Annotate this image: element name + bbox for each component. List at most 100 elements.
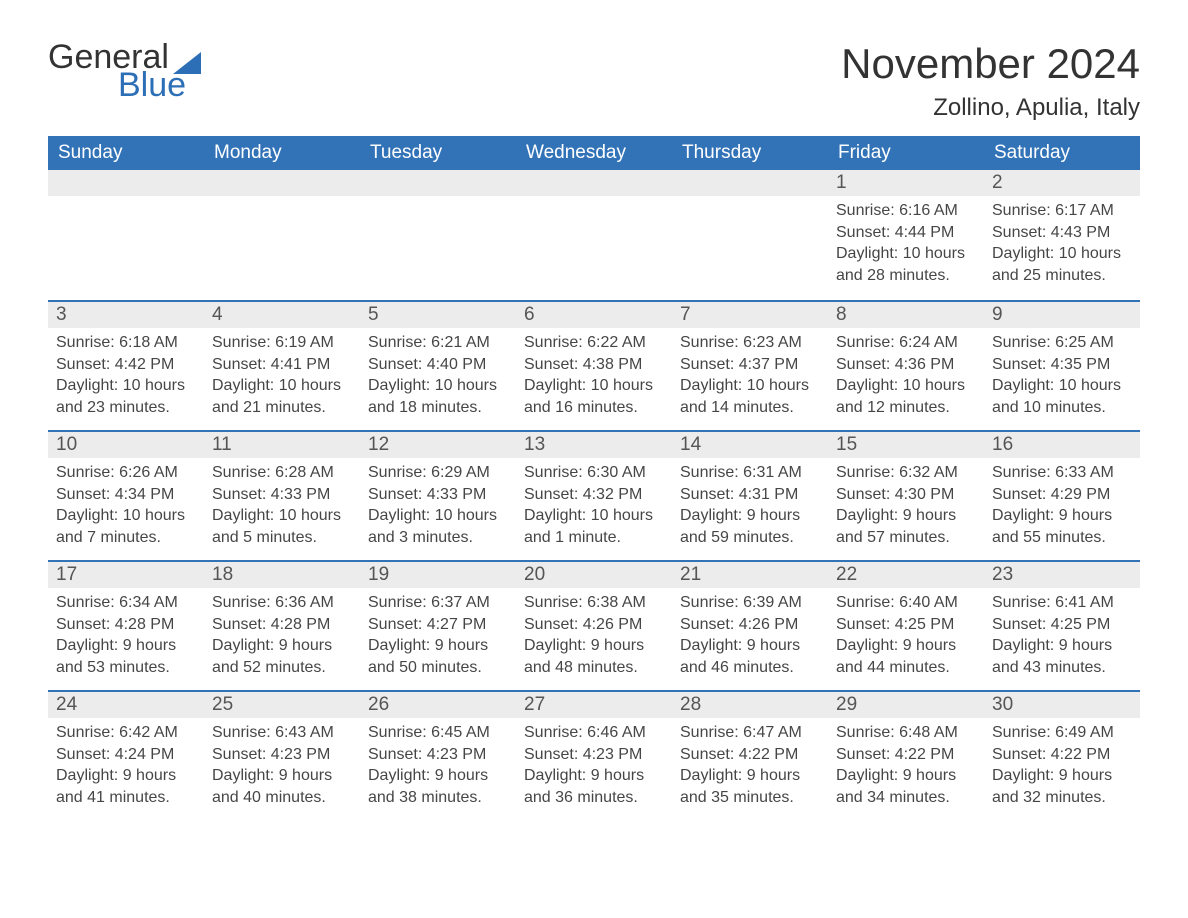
- day-daylight2: and 43 minutes.: [992, 657, 1132, 679]
- day-sunset: Sunset: 4:44 PM: [836, 222, 976, 244]
- day-sunrise: Sunrise: 6:25 AM: [992, 332, 1132, 354]
- day-sunset: Sunset: 4:38 PM: [524, 354, 664, 376]
- day-daylight2: and 28 minutes.: [836, 265, 976, 287]
- day-sunset: Sunset: 4:26 PM: [680, 614, 820, 636]
- day-sunrise: Sunrise: 6:31 AM: [680, 462, 820, 484]
- day-number: 29: [828, 692, 984, 718]
- day-sunset: Sunset: 4:42 PM: [56, 354, 196, 376]
- weekday-header-cell: Friday: [828, 136, 984, 170]
- day-details: Sunrise: 6:23 AMSunset: 4:37 PMDaylight:…: [680, 332, 820, 418]
- day-sunset: Sunset: 4:41 PM: [212, 354, 352, 376]
- week-row: 24Sunrise: 6:42 AMSunset: 4:24 PMDayligh…: [48, 690, 1140, 820]
- day-daylight1: Daylight: 9 hours: [56, 765, 196, 787]
- day-sunrise: Sunrise: 6:29 AM: [368, 462, 508, 484]
- day-daylight1: Daylight: 10 hours: [368, 375, 508, 397]
- week-row: 17Sunrise: 6:34 AMSunset: 4:28 PMDayligh…: [48, 560, 1140, 690]
- day-cell: 20Sunrise: 6:38 AMSunset: 4:26 PMDayligh…: [516, 562, 672, 690]
- day-cell: 15Sunrise: 6:32 AMSunset: 4:30 PMDayligh…: [828, 432, 984, 560]
- day-daylight2: and 59 minutes.: [680, 527, 820, 549]
- day-sunrise: Sunrise: 6:19 AM: [212, 332, 352, 354]
- day-number: 24: [48, 692, 204, 718]
- day-sunset: Sunset: 4:30 PM: [836, 484, 976, 506]
- weekday-header-cell: Tuesday: [360, 136, 516, 170]
- day-daylight2: and 25 minutes.: [992, 265, 1132, 287]
- day-cell: 16 Sunrise: 6:33 AMSunset: 4:29 PMDayligh…: [984, 432, 1140, 560]
- day-number: 7: [672, 302, 828, 328]
- day-number: 20: [516, 562, 672, 588]
- week-row: 1Sunrise: 6:16 AMSunset: 4:44 PMDaylight…: [48, 170, 1140, 300]
- day-daylight1: Daylight: 9 hours: [368, 765, 508, 787]
- day-daylight1: Daylight: 9 hours: [992, 505, 1132, 527]
- day-sunset: Sunset: 4:23 PM: [368, 744, 508, 766]
- day-daylight2: and 10 minutes.: [992, 397, 1132, 419]
- day-daylight1: Daylight: 9 hours: [680, 505, 820, 527]
- day-cell: [48, 170, 204, 300]
- day-daylight2: and 5 minutes.: [212, 527, 352, 549]
- day-daylight1: Daylight: 9 hours: [836, 765, 976, 787]
- day-number: 22: [828, 562, 984, 588]
- day-details: Sunrise: 6:17 AMSunset: 4:43 PMDaylight:…: [992, 200, 1132, 286]
- day-number: 4: [204, 302, 360, 328]
- day-cell: 5Sunrise: 6:21 AMSunset: 4:40 PMDaylight…: [360, 302, 516, 430]
- day-cell: 22 Sunrise: 6:40 AMSunset: 4:25 PMDayligh…: [828, 562, 984, 690]
- day-sunrise: Sunrise: 6:24 AM: [836, 332, 976, 354]
- day-sunset: Sunset: 4:33 PM: [368, 484, 508, 506]
- day-details: Sunrise: 6:33 AMSunset: 4:29 PMDaylight:…: [992, 462, 1132, 548]
- day-daylight2: and 44 minutes.: [836, 657, 976, 679]
- brand-logo: General Blue: [48, 40, 201, 102]
- weekday-header-cell: Wednesday: [516, 136, 672, 170]
- day-cell: 3 Sunrise: 6:18 AMSunset: 4:42 PMDaylight…: [48, 302, 204, 430]
- day-cell: 18Sunrise: 6:36 AMSunset: 4:28 PMDayligh…: [204, 562, 360, 690]
- day-number: 25: [204, 692, 360, 718]
- day-daylight1: Daylight: 10 hours: [212, 505, 352, 527]
- day-cell: 10Sunrise: 6:26 AMSunset: 4:34 PMDayligh…: [48, 432, 204, 560]
- day-daylight1: Daylight: 9 hours: [992, 635, 1132, 657]
- day-cell: 17Sunrise: 6:34 AMSunset: 4:28 PMDayligh…: [48, 562, 204, 690]
- day-details: Sunrise: 6:40 AMSunset: 4:25 PMDaylight:…: [836, 592, 976, 678]
- day-details: Sunrise: 6:34 AMSunset: 4:28 PMDaylight:…: [56, 592, 196, 678]
- day-daylight2: and 35 minutes.: [680, 787, 820, 809]
- day-daylight2: and 32 minutes.: [992, 787, 1132, 809]
- day-details: Sunrise: 6:28 AMSunset: 4:33 PMDaylight:…: [212, 462, 352, 548]
- weekday-header-cell: Thursday: [672, 136, 828, 170]
- weekday-header-cell: Monday: [204, 136, 360, 170]
- day-sunset: Sunset: 4:32 PM: [524, 484, 664, 506]
- week-row: 10Sunrise: 6:26 AMSunset: 4:34 PMDayligh…: [48, 430, 1140, 560]
- day-details: Sunrise: 6:41 AMSunset: 4:25 PMDaylight:…: [992, 592, 1132, 678]
- day-sunset: Sunset: 4:26 PM: [524, 614, 664, 636]
- day-sunrise: Sunrise: 6:43 AM: [212, 722, 352, 744]
- day-number: 28: [672, 692, 828, 718]
- day-daylight1: Daylight: 9 hours: [680, 765, 820, 787]
- day-sunrise: Sunrise: 6:22 AM: [524, 332, 664, 354]
- day-number: 19: [360, 562, 516, 588]
- day-number: 14: [672, 432, 828, 458]
- day-daylight1: Daylight: 10 hours: [524, 375, 664, 397]
- day-sunset: Sunset: 4:37 PM: [680, 354, 820, 376]
- week-row: 3 Sunrise: 6:18 AMSunset: 4:42 PMDaylight…: [48, 300, 1140, 430]
- day-sunrise: Sunrise: 6:38 AM: [524, 592, 664, 614]
- day-daylight2: and 3 minutes.: [368, 527, 508, 549]
- day-daylight1: Daylight: 9 hours: [836, 505, 976, 527]
- day-details: Sunrise: 6:21 AMSunset: 4:40 PMDaylight:…: [368, 332, 508, 418]
- day-daylight2: and 34 minutes.: [836, 787, 976, 809]
- day-cell: 19Sunrise: 6:37 AMSunset: 4:27 PMDayligh…: [360, 562, 516, 690]
- day-daylight2: and 1 minute.: [524, 527, 664, 549]
- day-number: 10: [48, 432, 204, 458]
- day-sunrise: Sunrise: 6:28 AM: [212, 462, 352, 484]
- day-cell: [204, 170, 360, 300]
- day-cell: 29Sunrise: 6:48 AMSunset: 4:22 PMDayligh…: [828, 692, 984, 820]
- day-daylight2: and 50 minutes.: [368, 657, 508, 679]
- day-cell: 27Sunrise: 6:46 AMSunset: 4:23 PMDayligh…: [516, 692, 672, 820]
- day-number: [672, 170, 828, 196]
- day-sunrise: Sunrise: 6:36 AM: [212, 592, 352, 614]
- day-daylight1: Daylight: 9 hours: [368, 635, 508, 657]
- day-details: Sunrise: 6:18 AMSunset: 4:42 PMDaylight:…: [56, 332, 196, 418]
- day-daylight1: Daylight: 10 hours: [836, 243, 976, 265]
- header-block: General Blue November 2024 Zollino, Apul…: [48, 40, 1140, 122]
- day-sunset: Sunset: 4:28 PM: [56, 614, 196, 636]
- day-number: 16: [984, 432, 1140, 458]
- day-daylight2: and 57 minutes.: [836, 527, 976, 549]
- day-details: Sunrise: 6:16 AMSunset: 4:44 PMDaylight:…: [836, 200, 976, 286]
- day-sunrise: Sunrise: 6:41 AM: [992, 592, 1132, 614]
- day-number: 3: [48, 302, 204, 328]
